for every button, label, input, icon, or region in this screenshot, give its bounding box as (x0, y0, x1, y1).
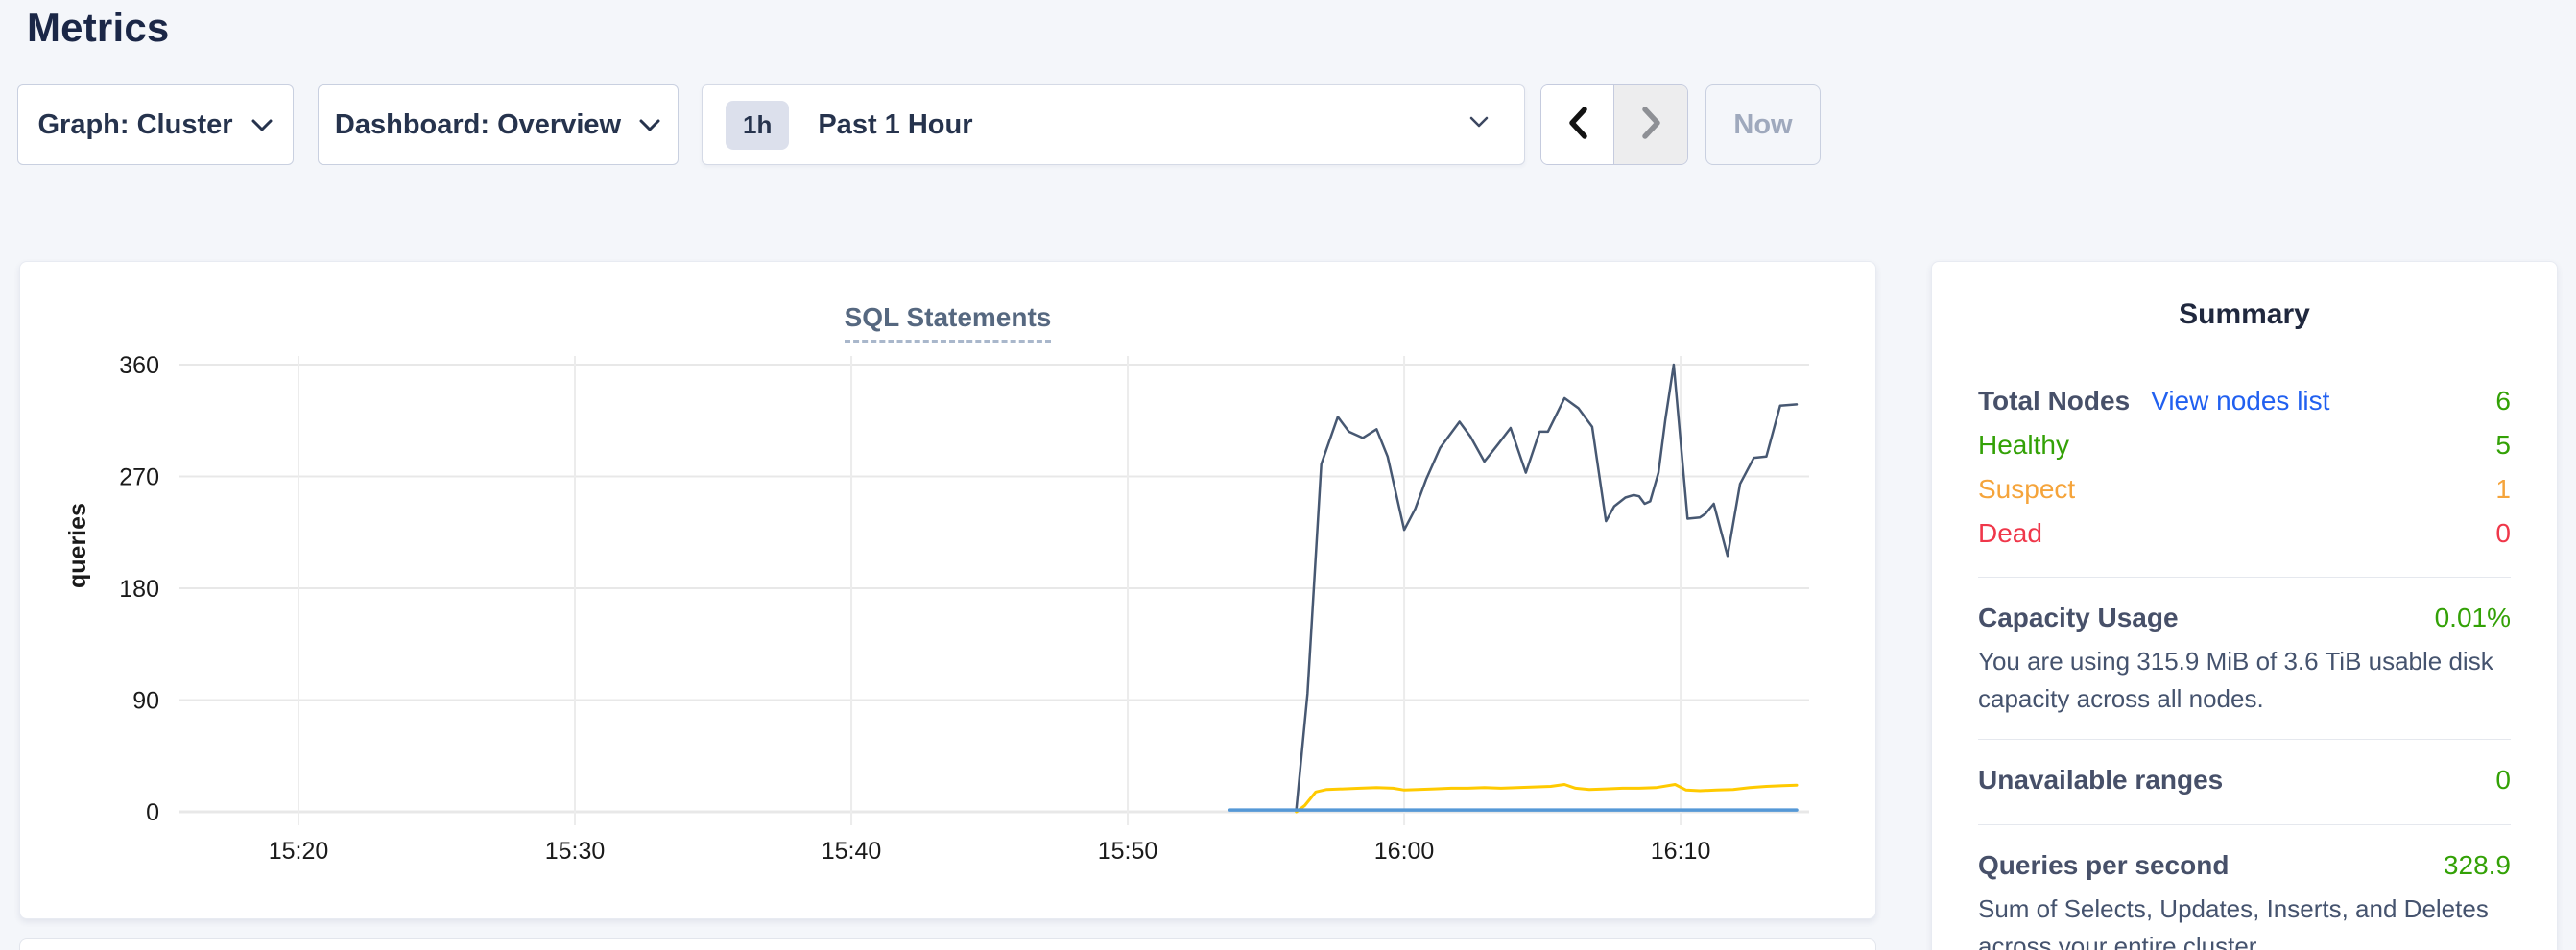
time-step-buttons (1540, 84, 1688, 165)
svg-text:270: 270 (119, 464, 159, 491)
next-time-window-button[interactable] (1614, 85, 1687, 164)
chevron-down-icon (250, 109, 274, 141)
chevron-right-icon (1637, 105, 1664, 146)
chart-title-text[interactable]: SQL Statements (844, 302, 1052, 343)
chevron-down-icon (638, 109, 661, 141)
capacity-usage-label: Capacity Usage (1978, 603, 2179, 632)
unavailable-ranges-row: Unavailable ranges 0 (1978, 757, 2511, 803)
time-range-badge: 1h (726, 100, 790, 150)
unavailable-ranges-label: Unavailable ranges (1978, 765, 2224, 795)
queries-per-second-description: Sum of Selects, Updates, Inserts, and De… (1978, 894, 2489, 950)
queries-per-second-value: 328.9 (2443, 850, 2511, 880)
dashboard-dropdown[interactable]: Dashboard: Overview (318, 84, 679, 165)
svg-text:0: 0 (146, 799, 159, 826)
view-nodes-list-link[interactable]: View nodes list (2151, 386, 2330, 416)
sql-statements-chart[interactable]: 0 90 180 270 360 15:20 15:30 15:40 15:50 16:00 16:… (20, 262, 1877, 920)
svg-text:180: 180 (119, 576, 159, 603)
capacity-usage-value: 0.01% (2434, 603, 2511, 632)
graph-dropdown[interactable]: Graph: Cluster (17, 84, 294, 165)
dead-nodes-row: Dead 0 (1978, 511, 2511, 556)
sql-statements-chart-card: SQL Statements queries 0 90 180 270 360 15:20… (19, 261, 1876, 919)
healthy-label: Healthy (1978, 430, 2069, 460)
dashboard-dropdown-label: Dashboard: Overview (334, 108, 622, 140)
total-nodes-label: Total Nodes (1978, 386, 2131, 416)
time-range-selector[interactable]: 1h Past 1 Hour (702, 84, 1525, 165)
total-nodes-row: Total Nodes View nodes list 6 (1978, 379, 2511, 423)
chart-title: SQL Statements (20, 302, 1875, 343)
next-chart-card-top (19, 938, 1876, 950)
summary-title: Summary (2179, 298, 2310, 330)
time-range-label: Past 1 Hour (818, 108, 973, 140)
divider (1978, 739, 2511, 740)
svg-text:360: 360 (119, 352, 159, 379)
unavailable-ranges-value: 0 (2495, 765, 2511, 795)
graph-dropdown-label: Graph: Cluster (37, 108, 233, 140)
svg-text:15:50: 15:50 (1098, 838, 1158, 865)
now-button[interactable]: Now (1705, 84, 1821, 165)
metrics-toolbar: Graph: Cluster Dashboard: Overview 1h Pa… (17, 84, 1821, 165)
summary-panel: Summary Total Nodes View nodes list 6 He… (1931, 261, 2558, 950)
svg-text:15:30: 15:30 (545, 838, 606, 865)
chevron-down-icon (1468, 115, 1490, 134)
chevron-left-icon (1564, 105, 1591, 146)
dead-value: 0 (2495, 518, 2511, 548)
total-nodes-value: 6 (2495, 386, 2511, 416)
svg-text:15:20: 15:20 (269, 838, 329, 865)
capacity-usage-row: Capacity Usage 0.01% (1978, 595, 2511, 641)
svg-text:16:00: 16:00 (1374, 838, 1435, 865)
svg-text:15:40: 15:40 (822, 838, 882, 865)
healthy-value: 5 (2495, 430, 2511, 460)
dead-label: Dead (1978, 518, 2042, 548)
divider (1978, 824, 2511, 825)
queries-per-second-row: Queries per second 328.9 (1978, 843, 2511, 889)
svg-text:90: 90 (132, 688, 159, 715)
previous-time-window-button[interactable] (1541, 85, 1614, 164)
suspect-nodes-row: Suspect 1 (1978, 467, 2511, 511)
page-title: Metrics (27, 5, 170, 50)
queries-per-second-label: Queries per second (1978, 850, 2230, 880)
suspect-value: 1 (2495, 474, 2511, 504)
healthy-nodes-row: Healthy 5 (1978, 423, 2511, 467)
capacity-usage-description: You are using 315.9 MiB of 3.6 TiB usabl… (1978, 647, 2493, 713)
svg-text:16:10: 16:10 (1651, 838, 1711, 865)
divider (1978, 577, 2511, 578)
suspect-label: Suspect (1978, 474, 2076, 504)
